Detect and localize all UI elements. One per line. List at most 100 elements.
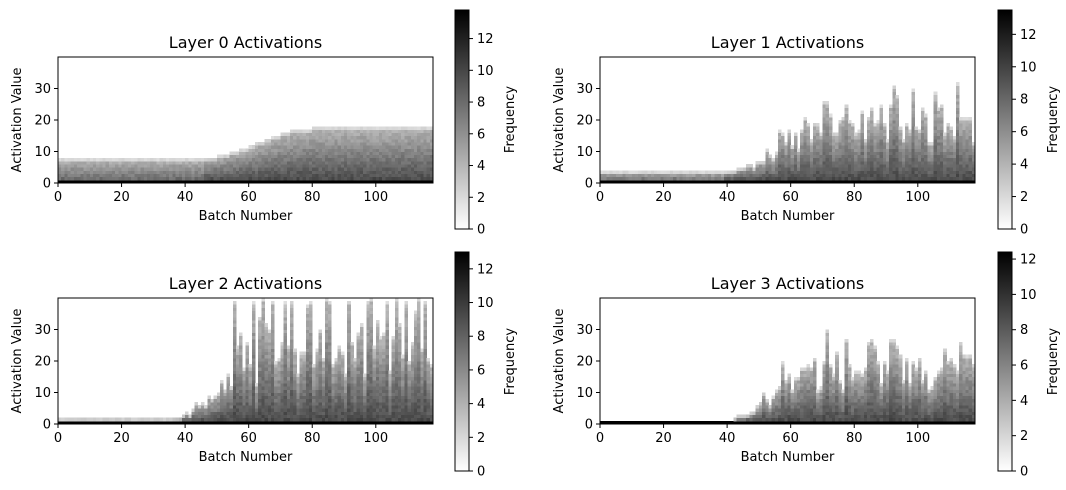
- colorbar: 0 2 4 6 8 10 12 Frequency: [997, 9, 1061, 238]
- colorbar-tick-label: 8: [1020, 323, 1028, 338]
- colorbar-tick-label: 12: [477, 32, 494, 47]
- colorbar-label: Frequency: [503, 328, 518, 395]
- colorbar-tick-label: 10: [477, 64, 494, 79]
- colorbar-tick-label: 0: [1020, 465, 1028, 480]
- x-tick-label: 60: [782, 431, 799, 446]
- colorbar-tick-label: 2: [1020, 190, 1028, 205]
- x-tick-label: 100: [363, 431, 388, 446]
- y-tick-label: 0: [43, 418, 51, 433]
- colorbar-tick-label: 12: [1020, 253, 1037, 268]
- x-axis-label: Batch Number: [199, 209, 293, 224]
- y-tick-label: 30: [34, 323, 51, 338]
- y-tick-label: 20: [576, 355, 593, 370]
- colorbar-gradient: [454, 9, 470, 230]
- x-tick-label: 0: [596, 190, 604, 205]
- y-axis-label: Activation Value: [552, 309, 567, 414]
- colorbar-tick-label: 2: [1020, 429, 1028, 444]
- x-tick-label: 0: [54, 190, 62, 205]
- colorbar-tick-label: 4: [477, 397, 485, 412]
- colorbar-label: Frequency: [503, 86, 518, 153]
- x-tick-label: 40: [719, 190, 736, 205]
- x-tick-label: 100: [905, 190, 930, 205]
- y-tick-label: 20: [34, 114, 51, 129]
- colorbar-tick-label: 0: [1020, 223, 1028, 238]
- x-axis-label: Batch Number: [199, 450, 293, 465]
- chart-title: Layer 2 Activations: [169, 274, 322, 293]
- colorbar-tick-label: 12: [477, 262, 494, 277]
- x-tick-label: 40: [177, 190, 194, 205]
- colorbar-gradient: [997, 251, 1013, 472]
- y-tick-label: 10: [576, 386, 593, 401]
- colorbar-tick-label: 10: [1020, 288, 1037, 303]
- x-axis-label: Batch Number: [741, 450, 835, 465]
- x-tick-label: 80: [846, 431, 863, 446]
- y-axis-label: Activation Value: [552, 68, 567, 173]
- x-tick-label: 80: [846, 190, 863, 205]
- colorbar-tick-label: 8: [477, 330, 485, 345]
- heatmap-cells: [600, 329, 976, 425]
- x-tick-label: 80: [304, 431, 321, 446]
- colorbar-tick-label: 6: [477, 127, 485, 142]
- colorbar: 0 2 4 6 8 10 12 Frequency: [454, 251, 518, 480]
- y-tick-label: 20: [576, 114, 593, 129]
- colorbar-tick-label: 10: [1020, 60, 1037, 75]
- x-tick-label: 20: [113, 190, 130, 205]
- y-tick-label: 10: [576, 145, 593, 160]
- x-tick-label: 40: [719, 431, 736, 446]
- colorbar-tick-label: 4: [477, 159, 485, 174]
- y-tick-label: 0: [585, 177, 593, 192]
- heatmap-cells: [58, 126, 434, 184]
- colorbar-tick-label: 2: [477, 431, 485, 446]
- y-tick-label: 10: [34, 145, 51, 160]
- x-tick-label: 20: [655, 190, 672, 205]
- x-tick-label: 40: [177, 431, 194, 446]
- x-tick-label: 60: [240, 431, 257, 446]
- colorbar-label: Frequency: [1046, 328, 1061, 395]
- colorbar-tick-label: 6: [477, 363, 485, 378]
- x-axis-label: Batch Number: [741, 209, 835, 224]
- x-tick-label: 60: [782, 190, 799, 205]
- heatmap-cells: [600, 82, 976, 184]
- heatmap-cells: [58, 298, 434, 425]
- colorbar: 0 2 4 6 8 10 12 Frequency: [997, 251, 1061, 480]
- colorbar-tick-label: 0: [477, 465, 485, 480]
- colorbar-tick-label: 0: [477, 223, 485, 238]
- y-tick-label: 20: [34, 355, 51, 370]
- y-tick-label: 10: [34, 386, 51, 401]
- colorbar-gradient: [997, 9, 1013, 230]
- x-tick-label: 100: [363, 190, 388, 205]
- y-tick-label: 30: [576, 82, 593, 97]
- colorbar-tick-label: 4: [1020, 158, 1028, 173]
- y-tick-label: 0: [585, 418, 593, 433]
- x-tick-label: 0: [596, 431, 604, 446]
- x-tick-label: 0: [54, 431, 62, 446]
- chart-title: Layer 3 Activations: [711, 274, 864, 293]
- colorbar-tick-label: 6: [1020, 125, 1028, 140]
- x-tick-label: 20: [655, 431, 672, 446]
- colorbar-tick-label: 10: [477, 296, 494, 311]
- x-tick-label: 100: [905, 431, 930, 446]
- colorbar-tick-label: 2: [477, 191, 485, 206]
- x-tick-label: 60: [240, 190, 257, 205]
- y-axis-label: Activation Value: [10, 309, 25, 414]
- colorbar-label: Frequency: [1046, 86, 1061, 153]
- y-axis-label: Activation Value: [10, 68, 25, 173]
- colorbar-gradient: [454, 251, 470, 472]
- colorbar-tick-label: 8: [1020, 93, 1028, 108]
- colorbar: 0 2 4 6 8 10 12 Frequency: [454, 9, 518, 238]
- colorbar-tick-label: 6: [1020, 359, 1028, 374]
- x-tick-label: 80: [304, 190, 321, 205]
- colorbar-tick-label: 4: [1020, 394, 1028, 409]
- x-tick-label: 20: [113, 431, 130, 446]
- chart-title: Layer 0 Activations: [169, 33, 322, 52]
- y-tick-label: 30: [34, 82, 51, 97]
- chart-title: Layer 1 Activations: [711, 33, 864, 52]
- y-tick-label: 30: [576, 323, 593, 338]
- colorbar-tick-label: 8: [477, 96, 485, 111]
- y-tick-label: 0: [43, 177, 51, 192]
